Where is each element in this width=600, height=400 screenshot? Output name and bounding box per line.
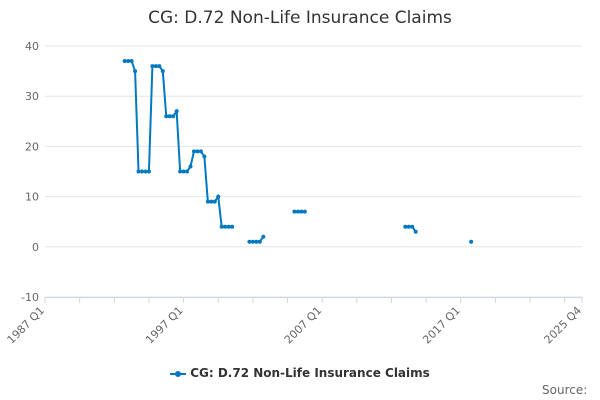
data-point [174,109,179,114]
data-point [216,194,221,199]
data-point [188,164,193,169]
data-point [146,169,151,174]
data-point [157,64,162,69]
data-point [185,169,190,174]
data-point [413,229,418,234]
data-point [160,69,165,74]
y-tick-label: 10 [25,191,39,204]
data-point [150,64,155,69]
data-point [295,209,300,214]
x-tick-label: 2025 Q4 [542,304,585,347]
y-tick-label: 0 [32,241,39,254]
data-point [292,209,297,214]
legend-label: CG: D.72 Non-Life Insurance Claims [190,366,430,380]
data-point [226,224,231,229]
data-point [302,209,307,214]
data-point [133,69,138,74]
data-point [129,59,134,64]
data-point [257,239,262,244]
data-point [261,234,266,239]
data-point [164,114,169,119]
legend[interactable]: CG: D.72 Non-Life Insurance Claims [0,366,600,380]
data-point [212,199,217,204]
data-point [191,149,196,154]
data-point [136,169,141,174]
x-tick-label: 2007 Q1 [282,304,325,347]
data-point [202,154,207,159]
data-point [250,239,255,244]
data-point [140,169,145,174]
x-tick-label: 1997 Q1 [143,304,186,347]
legend-swatch [170,370,187,377]
data-point [198,149,203,154]
x-tick-label: 1987 Q1 [5,304,48,347]
data-point [171,114,176,119]
data-point [143,169,148,174]
data-point [181,169,186,174]
y-tick-label: 20 [25,140,39,153]
chart-title: CG: D.72 Non-Life Insurance Claims [148,8,452,28]
data-point [195,149,200,154]
data-point [299,209,304,214]
data-point [219,224,224,229]
data-point [406,224,411,229]
data-point [153,64,158,69]
x-tick-label: 2017 Q1 [420,304,463,347]
data-point [205,199,210,204]
data-point [126,59,131,64]
data-point [209,199,214,204]
data-point [230,224,235,229]
data-point [223,224,228,229]
data-point [178,169,183,174]
data-point [403,224,408,229]
data-point [410,224,415,229]
data-point [167,114,172,119]
source-label: Source: [542,383,588,397]
y-tick-label: 40 [25,40,39,53]
data-point [122,59,127,64]
y-tick-label: 30 [25,90,39,103]
data-point [247,239,252,244]
y-tick-label: -10 [21,291,39,304]
data-point [469,239,474,244]
data-point [254,239,259,244]
